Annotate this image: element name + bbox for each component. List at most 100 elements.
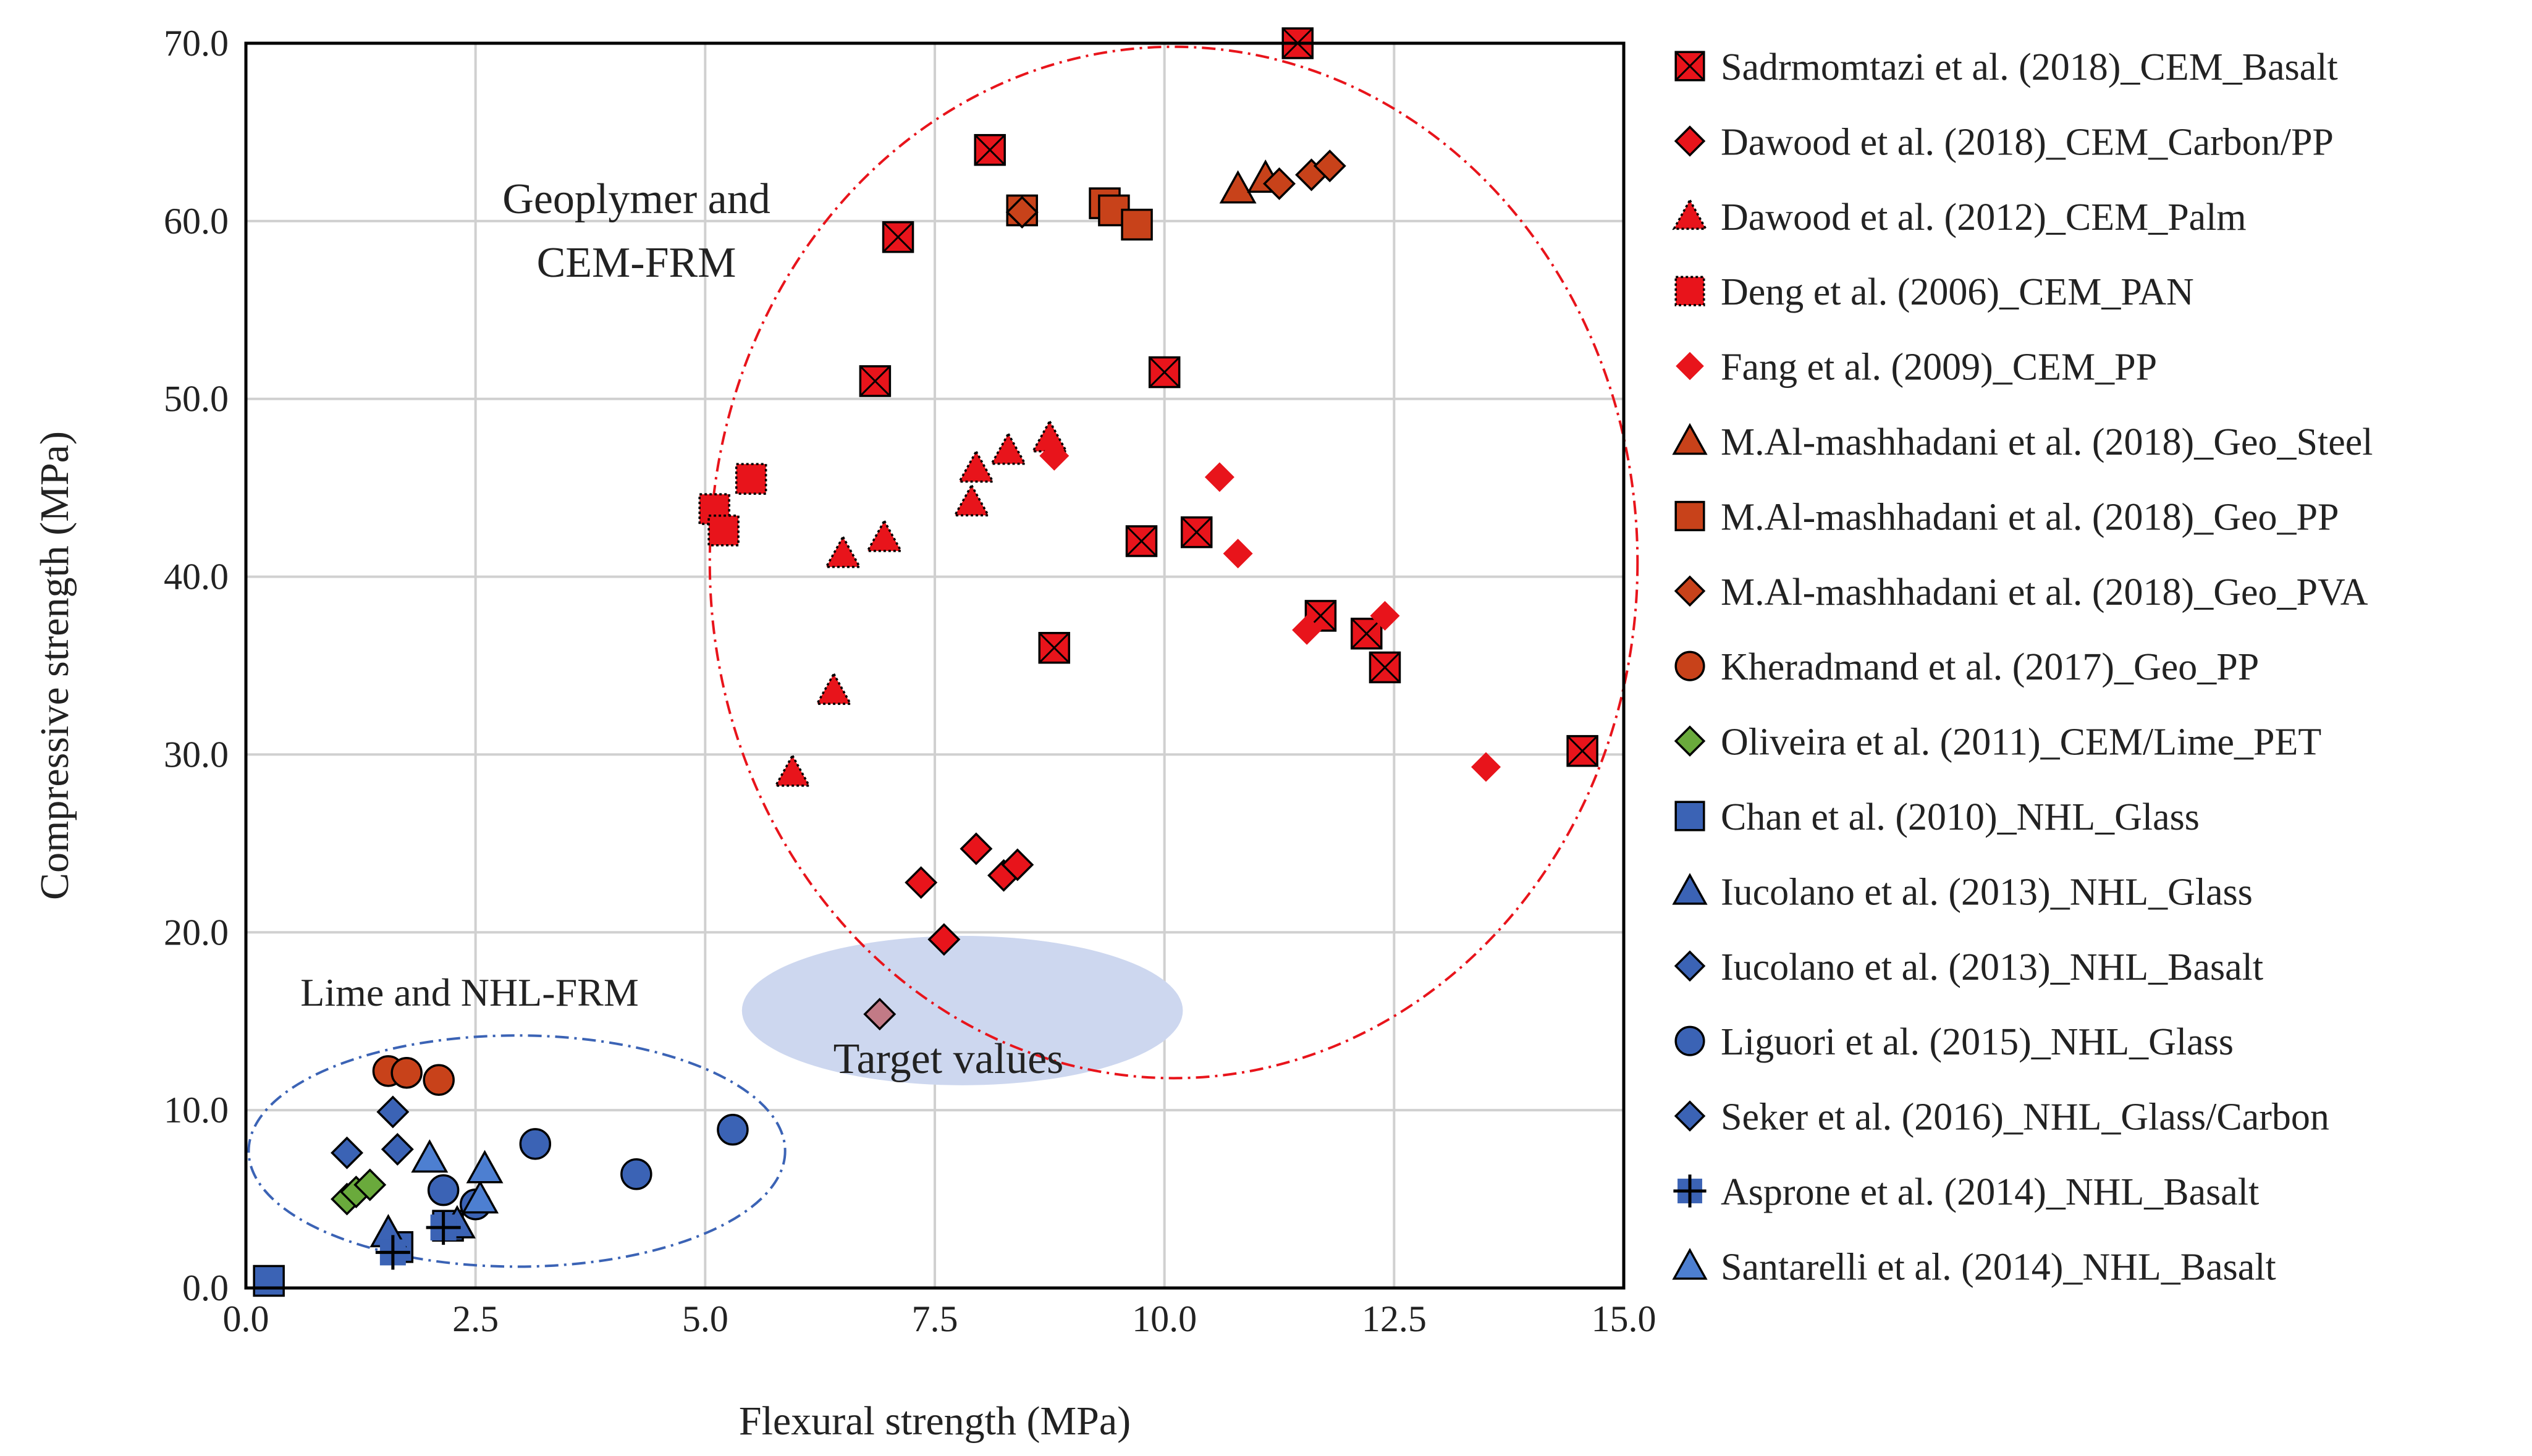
legend-marker [1674,650,1705,681]
series-2 [774,419,1068,787]
series-15 [375,1210,461,1270]
data-point [1223,539,1253,569]
data-point [381,1132,414,1166]
legend-item: M.Al-mashhadani et al. (2018)_Geo_Steel [1672,421,2373,463]
data-point [905,866,938,899]
legend-marker [1674,125,1706,157]
data-point [1001,848,1034,882]
annotations: Geoplymer and CEM-FRM Lime and NHL-FRM T… [300,175,1063,1083]
legend-item: Iucolano et al. (2013)_NHL_Basalt [1674,946,2263,988]
data-point [411,1139,449,1173]
data-point-x2 [1039,632,1070,663]
legend-label: Oliveira et al. (2011)_CEM/Lime_PET [1721,722,2321,764]
y-tick-labels: 0.0 10.0 20.0 30.0 40.0 50.0 60.0 70.0 [164,23,229,1308]
lime-nhl-region [247,1034,787,1268]
legend-marker-x2 [1675,51,1705,81]
legend-item: Fang et al. (2009)_CEM_PP [1676,347,2157,389]
legend-item: Asprone et al. (2014)_NHL_Basalt [1673,1171,2259,1213]
data-point [376,1095,410,1129]
legend-label: Sadrmomtazi et al. (2018)_CEM_Basalt [1721,46,2338,88]
data-point-x2 [1126,525,1157,557]
data-point [953,483,990,517]
legend-item: Oliveira et al. (2011)_CEM/Lime_PET [1674,722,2321,764]
y-tick-label: 60.0 [164,201,229,242]
x-tick-labels: 0.0 2.5 5.0 7.5 10.0 12.5 15.0 [223,1298,1656,1339]
legend-label: Dawood et al. (2018)_CEM_Carbon/PP [1721,121,2334,163]
data-point [331,1136,364,1169]
data-point [1471,752,1501,782]
legend-item: Dawood et al. (2012)_CEM_Palm [1672,196,2247,238]
grid-lines [246,43,1624,1288]
data-point [960,832,993,865]
legend-item: Deng et al. (2006)_CEM_PAN [1674,271,2194,313]
legend-marker [1674,1100,1706,1132]
data-point-x2 [1567,735,1598,767]
y-tick-label: 0.0 [182,1268,229,1308]
data-point [824,534,862,568]
legend-item: Chan et al. (2010)_NHL_Glass [1674,796,2200,838]
legend-item: Dawood et al. (2018)_CEM_Carbon/PP [1674,121,2334,163]
data-point [1005,195,1039,229]
legend-item: M.Al-mashhadani et al. (2018)_Geo_PVA [1674,571,2368,613]
data-point-x2 [1369,652,1401,683]
legend-label: Dawood et al. (2012)_CEM_Palm [1721,196,2247,238]
data-point [427,1174,460,1206]
data-point [717,1114,749,1146]
data-point [466,1150,504,1184]
legend: Sadrmomtazi et al. (2018)_CEM_Basalt Dawo… [1672,46,2373,1288]
series-4 [1039,440,1501,782]
data-point [1219,170,1257,204]
y-tick-label: 40.0 [164,557,229,597]
data-point [1039,440,1070,471]
legend-label: Iucolano et al. (2013)_NHL_Basalt [1721,946,2263,988]
annotation-target-values: Target values [833,1035,1064,1083]
data-point [462,1180,499,1214]
data-point [927,923,961,956]
series-3 [698,463,767,547]
data-point [519,1128,552,1160]
series-7 [1005,149,1346,229]
legend-marker [1674,801,1705,831]
data-point [1121,208,1153,241]
series-0 [859,27,1598,767]
legend-item: Liguori et al. (2015)_NHL_Glass [1674,1021,2234,1063]
y-axis-title: Compressive strength (MPa) [32,431,77,900]
data-point [1370,600,1400,631]
series-8 [372,1055,455,1096]
y-tick-label: 20.0 [164,912,229,953]
data-point [774,753,811,787]
legend-item: Seker et al. (2016)_NHL_Glass/Carbon [1674,1096,2329,1138]
data-point [1292,615,1322,645]
annotation-geopolymer-line1: Geoplymer and [502,175,770,223]
legend-item: Santarelli et al. (2014)_NHL_Basalt [1672,1246,2276,1288]
region-ellipses [247,45,1639,1268]
plot-frame [244,41,1626,1290]
legend-marker [1674,725,1706,757]
legend-label: M.Al-mashhadani et al. (2018)_Geo_Steel [1721,421,2373,463]
y-tick-label: 50.0 [164,379,229,419]
legend-marker [1672,423,1708,455]
legend-item: Iucolano et al. (2013)_NHL_Glass [1672,871,2253,913]
data-point [620,1158,652,1190]
annotation-lime-nhl: Lime and NHL-FRM [300,970,639,1014]
annotation-geopolymer-line2: CEM-FRM [537,239,736,287]
data-points [253,27,1598,1297]
legend-label: Iucolano et al. (2013)_NHL_Glass [1721,871,2253,913]
data-point-x2 [859,365,891,397]
data-point [1204,462,1234,492]
geopolymer-cem-region [708,45,1639,1080]
legend-label: Seker et al. (2016)_NHL_Glass/Carbon [1721,1096,2329,1138]
series-12 [331,1095,414,1169]
legend-marker [1672,873,1708,905]
data-point [1263,167,1296,200]
data-point [989,431,1027,465]
data-point-x2 [974,134,1006,166]
data-point [735,463,767,495]
legend-label: M.Al-mashhadani et al. (2018)_Geo_PVA [1721,571,2368,613]
legend-label: Santarelli et al. (2014)_NHL_Basalt [1721,1246,2276,1288]
data-point [866,518,903,552]
y-tick-label: 30.0 [164,734,229,775]
legend-marker [1674,1025,1705,1056]
data-point [707,514,740,547]
